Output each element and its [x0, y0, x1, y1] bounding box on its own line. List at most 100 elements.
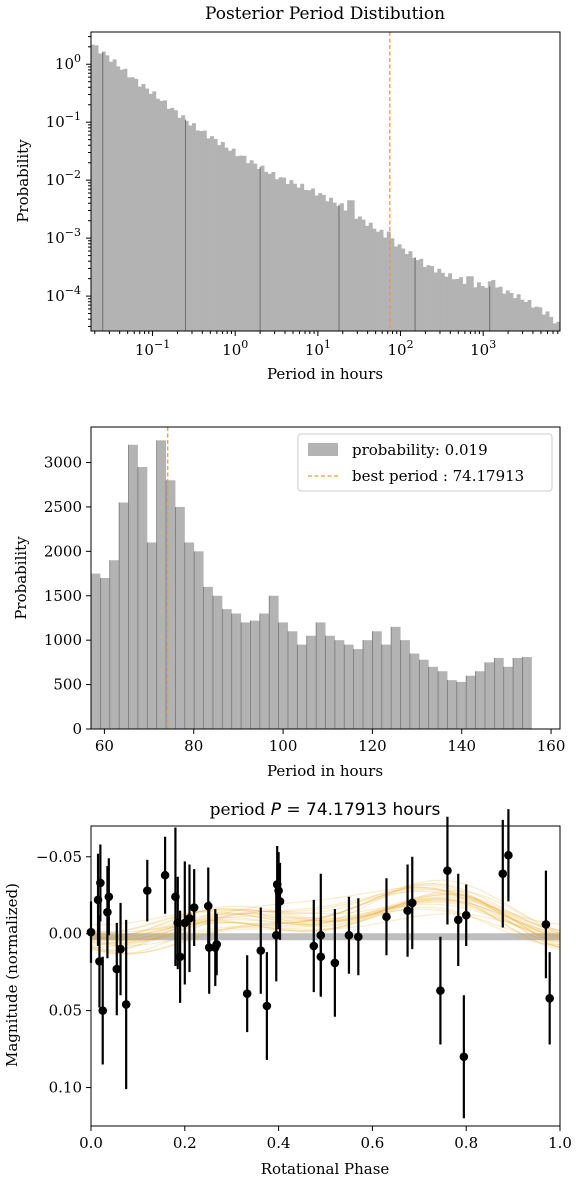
- data-point: [212, 940, 221, 949]
- x-tick-label-base: 10: [470, 341, 489, 359]
- histogram-bar: [119, 69, 124, 331]
- y-tick-label-exponent: −2: [65, 168, 81, 181]
- histogram-bar: [433, 272, 438, 331]
- histogram-bar: [231, 148, 236, 331]
- histogram-bar: [480, 286, 485, 331]
- model-curve: [90, 913, 561, 942]
- histogram-bar: [147, 542, 157, 729]
- histogram-bar: [469, 276, 474, 331]
- histogram-bar: [498, 286, 503, 331]
- histogram-bar: [422, 266, 427, 331]
- model-curve: [90, 879, 561, 936]
- histogram-bar: [156, 440, 167, 729]
- histogram-bar: [430, 266, 435, 331]
- y-tick-label: 10−3: [46, 226, 81, 247]
- chart-3-data-points: [86, 809, 554, 1119]
- chart-3-ylabel: Magnitude (normalized): [3, 883, 21, 1067]
- histogram-bar: [264, 171, 269, 331]
- histogram-bar: [325, 635, 335, 729]
- y-tick-label: 0.10: [49, 1079, 82, 1097]
- histogram-bar: [484, 287, 489, 331]
- x-tick-label-exponent: 0: [241, 338, 248, 351]
- x-tick-label-exponent: 2: [407, 338, 414, 351]
- data-point: [175, 952, 185, 962]
- x-tick-label: 0.8: [454, 1134, 478, 1152]
- histogram-bar: [556, 321, 561, 331]
- data-point: [271, 930, 281, 940]
- data-point: [112, 964, 122, 974]
- model-curve: [90, 886, 561, 949]
- legend-best-period-label: best period : 74.17913: [352, 467, 524, 485]
- histogram-bar: [440, 272, 445, 331]
- histogram-bar: [253, 163, 258, 331]
- histogram-bar: [213, 138, 218, 331]
- histogram-bar: [100, 578, 110, 729]
- chart-3-title-suffix: = 74.17913 hours: [281, 800, 441, 820]
- histogram-bar: [329, 197, 334, 331]
- histogram-bar: [267, 173, 272, 331]
- data-point: [185, 914, 194, 923]
- x-tick-label: 100: [269, 737, 298, 755]
- data-point: [382, 912, 391, 922]
- chart-2-ticks: 60 80 100 120 140 160 0 500 1000 1500 2000 2500 3000: [44, 454, 566, 755]
- model-curve: [90, 889, 561, 933]
- x-tick-label: 0.6: [360, 1134, 384, 1152]
- histogram-bar: [282, 177, 287, 331]
- histogram-bar: [336, 206, 341, 331]
- data-point: [453, 915, 463, 925]
- histogram-bar: [145, 88, 150, 331]
- chart-3-title-variable: P: [271, 800, 282, 820]
- data-point: [103, 907, 112, 917]
- model-curve: [90, 884, 561, 934]
- histogram-bar: [321, 194, 326, 331]
- x-tick-label: 0.2: [173, 1134, 197, 1152]
- histogram-bar: [278, 622, 288, 729]
- data-point: [95, 957, 104, 966]
- histogram-bar: [505, 290, 510, 331]
- histogram-bar: [98, 53, 103, 331]
- histogram-bar: [466, 675, 476, 729]
- histogram-bar: [184, 120, 189, 331]
- model-curve: [90, 901, 561, 940]
- y-tick-label: 10−4: [46, 284, 81, 305]
- histogram-bar: [271, 172, 276, 331]
- model-curve: [90, 896, 561, 954]
- histogram-bar: [222, 609, 232, 729]
- chart-1-bars: [91, 44, 561, 332]
- y-tick-label-base: 10: [46, 229, 65, 247]
- histogram-bar: [462, 283, 467, 331]
- histogram-bar: [134, 78, 139, 332]
- histogram-bar: [91, 44, 95, 331]
- histogram-bar: [137, 466, 148, 729]
- histogram-bar: [552, 323, 557, 331]
- model-curve: [90, 908, 561, 944]
- histogram-bar: [397, 244, 402, 331]
- x-tick-label: 160: [537, 737, 566, 755]
- x-tick-label-exponent: 1: [324, 338, 331, 351]
- histogram-bar: [390, 238, 395, 331]
- data-point: [98, 1006, 108, 1015]
- histogram-bar: [123, 68, 128, 331]
- histogram-bar: [520, 299, 525, 331]
- chart-1-xlabel: Period in hours: [267, 365, 383, 383]
- histogram-bar: [119, 502, 129, 729]
- histogram-bar: [287, 631, 298, 729]
- data-point: [96, 878, 105, 888]
- histogram-bar: [289, 180, 294, 331]
- histogram-bar: [242, 155, 247, 331]
- histogram-bar: [475, 671, 485, 729]
- data-point: [354, 932, 363, 942]
- x-tick-label-base: 10: [387, 341, 406, 359]
- histogram-bar: [306, 635, 317, 729]
- y-tick-label: 100: [55, 52, 81, 73]
- histogram-bar: [181, 115, 186, 331]
- data-point: [309, 941, 319, 951]
- model-curve: [90, 900, 561, 946]
- histogram-bar: [412, 257, 416, 331]
- histogram-bar: [303, 189, 308, 331]
- histogram-bar: [541, 314, 546, 331]
- histogram-bar: [238, 155, 243, 331]
- histogram-bar: [419, 659, 429, 729]
- x-tick-label-base: 10: [135, 341, 154, 359]
